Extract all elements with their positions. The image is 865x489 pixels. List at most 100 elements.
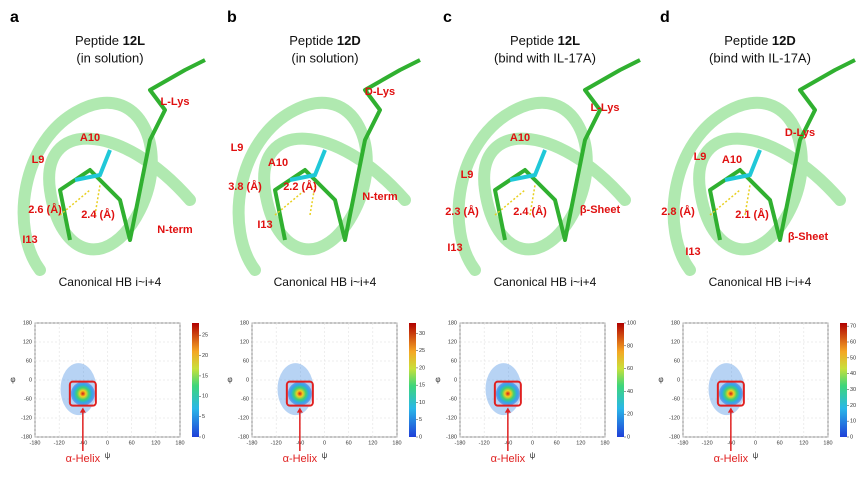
- colorbar: [409, 323, 416, 437]
- helix-box: [68, 380, 97, 407]
- title-prefix: Peptide: [510, 33, 554, 48]
- arrow-head: [504, 407, 511, 413]
- colorbar-tick-label: 10: [202, 394, 208, 400]
- x-tick-label: 120: [799, 440, 808, 446]
- x-tick-label: 0: [323, 440, 326, 446]
- colorbar-tick-label: 15: [419, 383, 425, 389]
- x-tick-label: 180: [392, 440, 401, 446]
- caption: Canonical HB i~i+4: [59, 275, 162, 289]
- residue-label: A10: [722, 154, 742, 166]
- residue-label: 2.3 (Å): [445, 205, 479, 218]
- x-tick-label: -180: [454, 440, 465, 446]
- title-prefix: Peptide: [289, 33, 333, 48]
- colorbar-tick-label: 50: [850, 355, 856, 361]
- panel-subtitle: (in solution): [76, 50, 143, 65]
- colorbar-tick-label: 60: [850, 339, 856, 345]
- y-tick-label: 180: [240, 320, 249, 326]
- y-tick-label: 60: [674, 358, 680, 364]
- ribbon: [452, 97, 631, 276]
- colorbar-tick-label: 60: [627, 366, 633, 372]
- colorbar: [192, 323, 199, 437]
- hbond: [59, 184, 101, 216]
- x-tick-label: -180: [29, 440, 40, 446]
- x-tick-label: 60: [129, 440, 135, 446]
- x-tick-label: -120: [271, 440, 282, 446]
- y-tick-label: -180: [238, 434, 249, 440]
- residue-label: 2.2 (Å): [283, 180, 317, 193]
- title-prefix: Peptide: [724, 33, 768, 48]
- panel-letter: c: [443, 9, 452, 26]
- residue-label: L9: [461, 169, 474, 181]
- y-tick-label: -60: [24, 396, 32, 402]
- x-axis-label: ψ: [322, 451, 328, 460]
- panel-subtitle: (in solution): [291, 50, 358, 65]
- colorbar-tick-label: 20: [627, 412, 633, 418]
- residue-label: N-term: [157, 224, 193, 236]
- panel-letter: d: [660, 9, 670, 26]
- residue-label: L-Lys: [591, 102, 620, 114]
- stick: [74, 149, 112, 182]
- y-axis-label: φ: [658, 375, 663, 384]
- caption: Canonical HB i~i+4: [274, 275, 377, 289]
- colorbar-tick-label: 40: [850, 371, 856, 377]
- residue-label: N-term: [362, 191, 398, 203]
- residue-label: 2.4 (Å): [81, 208, 115, 221]
- colorbar-tick-label: 0: [850, 434, 853, 440]
- annotation: α-Helix: [283, 453, 318, 465]
- colorbar-tick-label: 25: [419, 348, 425, 354]
- x-tick-label: 180: [175, 440, 184, 446]
- colorbar-tick-label: 25: [202, 333, 208, 339]
- colorbar: [617, 323, 624, 437]
- residue-label: A10: [510, 132, 530, 144]
- colorbar-tick-label: 0: [202, 434, 205, 440]
- panel-subtitle: (bind with IL-17A): [709, 50, 811, 65]
- y-tick-label: -120: [446, 415, 457, 421]
- x-tick-label: 60: [554, 440, 560, 446]
- ribbon: [232, 97, 411, 276]
- residue-label: I13: [22, 234, 37, 246]
- y-tick-label: 120: [671, 339, 680, 345]
- colorbar-tick-label: 10: [419, 400, 425, 406]
- hbond: [709, 184, 751, 216]
- y-tick-label: 120: [448, 339, 457, 345]
- residue-label: 2.1 (Å): [735, 208, 769, 221]
- x-tick-label: -180: [246, 440, 257, 446]
- residue-label: 2.6 (Å): [28, 203, 62, 216]
- x-tick-label: -120: [702, 440, 713, 446]
- y-tick-label: 120: [23, 339, 32, 345]
- panel-subtitle: (bind with IL-17A): [494, 50, 596, 65]
- y-tick-label: -120: [669, 415, 680, 421]
- colorbar-tick-label: 40: [627, 389, 633, 395]
- arrow-head: [296, 407, 303, 413]
- x-tick-label: 60: [777, 440, 783, 446]
- density: [70, 381, 95, 406]
- x-tick-label: 180: [823, 440, 832, 446]
- y-axis-label: φ: [227, 375, 232, 384]
- y-tick-label: 180: [23, 320, 32, 326]
- x-tick-label: 0: [754, 440, 757, 446]
- density: [718, 381, 743, 406]
- y-tick-label: 120: [240, 339, 249, 345]
- title-bold: 12L: [123, 33, 145, 48]
- panel-letter: b: [227, 9, 237, 26]
- x-tick-label: 0: [106, 440, 109, 446]
- residue-label: L-Lys: [161, 96, 190, 108]
- panel-letter: a: [10, 9, 19, 26]
- residue-label: D-Lys: [785, 127, 815, 139]
- panel-title: Peptide 12L: [510, 33, 580, 48]
- residue-label: A10: [268, 157, 288, 169]
- y-tick-label: -180: [669, 434, 680, 440]
- colorbar-tick-label: 15: [202, 373, 208, 379]
- x-axis-label: ψ: [105, 451, 111, 460]
- colorbar-tick-label: 0: [419, 434, 422, 440]
- x-tick-label: 180: [600, 440, 609, 446]
- y-tick-label: -180: [446, 434, 457, 440]
- colorbar-tick-label: 5: [419, 417, 422, 423]
- title-bold: 12D: [772, 33, 796, 48]
- helix-box: [716, 380, 745, 407]
- y-tick-label: 60: [451, 358, 457, 364]
- annotation: α-Helix: [491, 453, 526, 465]
- stick: [289, 149, 327, 182]
